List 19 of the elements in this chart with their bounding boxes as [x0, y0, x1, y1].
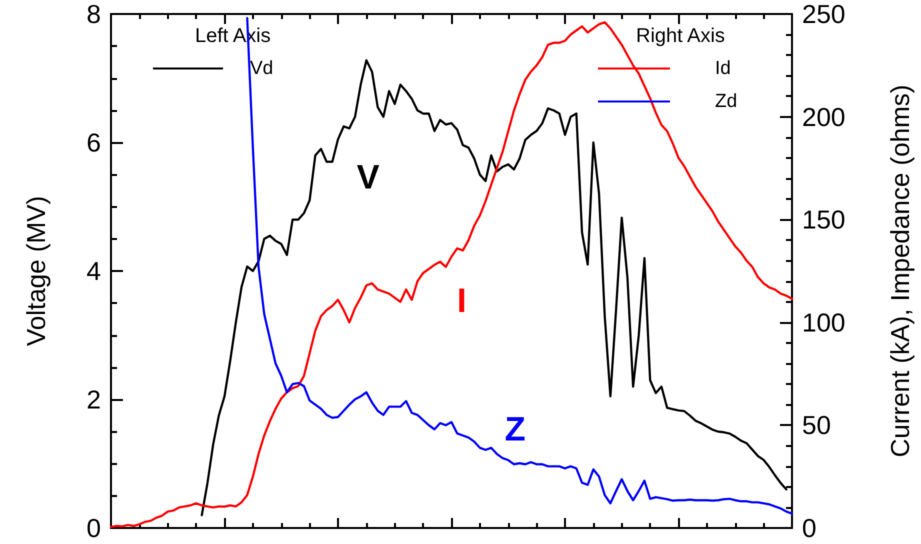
legend-label: Zd [715, 91, 738, 112]
y2-tick-label: 250 [802, 0, 846, 29]
y2-tick-label: 150 [802, 204, 846, 235]
y-tick-label: 4 [86, 256, 101, 286]
y-axis-title: Voltage (MV) [21, 196, 51, 346]
legend-label: Id [715, 58, 731, 79]
y2-tick-label: 200 [802, 102, 846, 132]
y2-tick-label: 100 [802, 307, 846, 338]
y2-tick-label: 0 [802, 513, 816, 543]
annotation: Right Axis [636, 25, 725, 47]
annotation: Z [504, 410, 526, 448]
annotation: V [356, 158, 380, 196]
y-tick-label: 8 [86, 0, 101, 29]
y2-tick-label: 50 [802, 410, 831, 440]
y-tick-label: 6 [86, 128, 101, 158]
y2-axis-title: Current (kA), Impedance (ohms) [885, 84, 915, 458]
y-tick-label: 0 [86, 513, 101, 543]
annotation: I [457, 282, 466, 320]
y-tick-label: 2 [86, 384, 101, 414]
